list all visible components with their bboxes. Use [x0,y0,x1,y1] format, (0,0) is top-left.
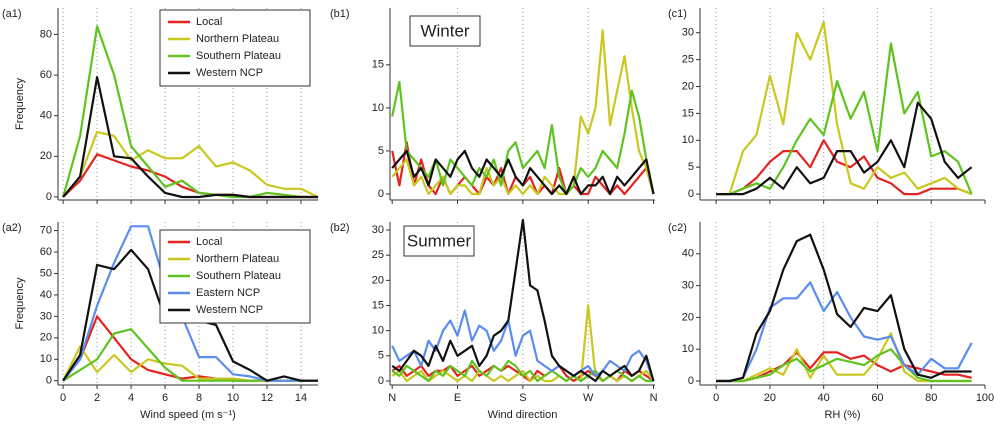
y-tick-label: 30 [682,280,694,292]
y-tick-label: 20 [40,150,52,162]
y-axis-label: Frequency [14,277,26,329]
panel-label: (c1) [668,8,687,20]
x-tick-label: E [454,392,461,404]
series-line [716,139,973,196]
y-tick-label: 0 [46,191,52,203]
y-tick-label: 0 [688,375,694,387]
y-tick-label: 5 [378,350,384,362]
series-line [716,42,973,196]
annotation: Summer [407,231,472,250]
x-tick-label: 14 [295,392,307,404]
y-tick-label: 10 [372,325,384,337]
y-axis-label: Frequency [14,78,26,130]
x-tick-label: 0 [713,392,719,404]
x-tick-label: 100 [976,392,994,404]
x-tick-label: 2 [94,392,100,404]
series-line [62,153,318,199]
y-tick-label: 0 [378,375,384,387]
y-tick-label: 5 [688,161,694,173]
y-tick-label: 60 [40,69,52,81]
annotation: Winter [420,21,469,40]
panel-label: (b1) [330,8,350,20]
x-tick-label: N [650,392,658,404]
panel-label: (a2) [2,222,22,234]
series-line [716,233,972,383]
y-tick-label: 40 [40,110,52,122]
legend-label: Southern Plateau [196,270,281,282]
x-tick-label: 10 [227,392,239,404]
series-line [391,29,655,196]
y-tick-label: 0 [688,188,694,200]
y-tick-label: 15 [372,59,384,71]
y-tick-label: 10 [372,102,384,114]
y-tick-label: 10 [682,134,694,146]
panel-label: (a1) [2,8,22,20]
series-line [716,348,972,383]
y-tick-label: 15 [682,107,694,119]
x-tick-label: 20 [764,392,776,404]
y-tick-label: 20 [372,274,384,286]
x-tick-label: 8 [196,392,202,404]
x-tick-label: N [388,392,396,404]
y-tick-label: 30 [40,310,52,322]
panel-label: (b2) [330,222,350,234]
y-tick-label: 10 [682,343,694,355]
y-tick-label: 80 [40,28,52,40]
panel-label: (c2) [668,222,687,234]
legend-label: Northern Plateau [196,253,279,265]
legend-label: Local [196,236,222,248]
x-tick-label: 80 [925,392,937,404]
y-tick-label: 20 [40,332,52,344]
legend-label: Eastern NCP [196,287,260,299]
series-line [62,130,319,198]
annotation-box [403,225,475,257]
y-tick-label: 70 [40,224,52,236]
series-line [391,218,655,383]
y-tick-label: 25 [372,249,384,261]
y-tick-label: 50 [40,267,52,279]
series-line [62,25,318,199]
annotation-box [409,15,481,47]
legend-label: Northern Plateau [196,33,279,45]
y-tick-label: 25 [682,54,694,66]
y-tick-label: 30 [372,224,384,236]
x-tick-label: 60 [871,392,883,404]
x-axis-label: RH (%) [824,409,860,421]
y-tick-label: 10 [40,353,52,365]
y-tick-label: 60 [40,246,52,258]
series-line [716,281,973,383]
x-axis-label: Wind direction [488,409,558,421]
y-tick-label: 20 [682,80,694,92]
x-tick-label: S [519,392,526,404]
x-tick-label: 6 [162,392,168,404]
series-line [716,101,973,196]
x-axis-label: Wind speed (m s⁻¹) [140,409,236,421]
series-line [391,309,655,382]
legend-label: Southern Plateau [196,50,281,62]
y-tick-label: 20 [682,311,694,323]
series-line [62,76,318,199]
x-tick-label: W [583,392,594,404]
series-line [716,20,973,196]
legend-label: Local [196,16,222,28]
y-tick-label: 0 [378,188,384,200]
legend-label: Western NCP [196,304,263,316]
y-tick-label: 15 [372,299,384,311]
y-tick-label: 5 [378,145,384,157]
legend-label: Western NCP [196,67,263,79]
x-tick-label: 12 [261,392,273,404]
y-tick-label: 0 [46,375,52,387]
x-tick-label: 4 [128,392,134,404]
series-line [391,149,655,196]
y-tick-label: 40 [682,248,694,260]
x-tick-label: 0 [60,392,66,404]
y-tick-label: 40 [40,289,52,301]
x-tick-label: 40 [818,392,830,404]
series-line [62,225,318,382]
y-tick-label: 30 [682,27,694,39]
